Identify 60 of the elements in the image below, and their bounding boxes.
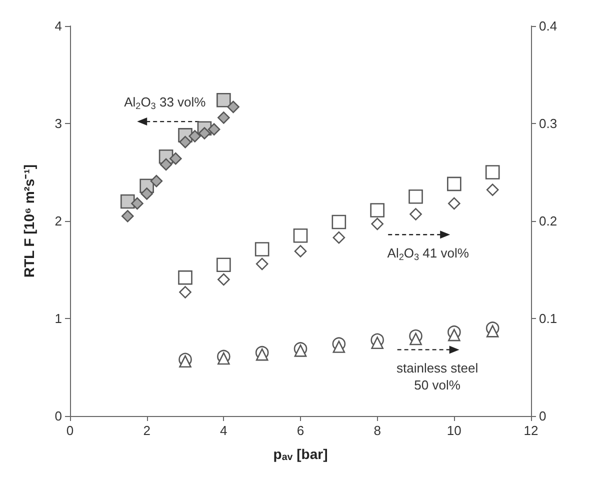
point [447,176,462,192]
point [410,208,422,220]
point [254,242,270,256]
x-tick-label: 0 [66,423,74,438]
point [216,258,231,272]
point [178,270,192,285]
y2-tick-label: 0.2 [539,214,558,228]
y-tick-label: 1 [54,311,62,326]
y-tick-label: 3 [54,116,62,131]
point [294,245,307,258]
y2-tick-label: 0.3 [539,116,558,131]
point [332,340,346,353]
point [218,352,230,365]
point [332,231,346,244]
point [256,348,268,361]
x-tick-label: 10 [446,423,462,438]
point [160,158,172,171]
point [293,228,308,243]
y2-tick-label: 0.1 [539,311,558,326]
point [121,210,134,222]
point [448,328,460,342]
point [218,112,230,124]
point [371,336,384,350]
point [179,286,192,298]
point [218,273,230,286]
point [371,218,384,230]
point [332,214,346,230]
point [198,127,211,140]
point [120,194,135,209]
point [179,136,192,148]
point [370,203,384,218]
x-tick-label: 8 [374,423,381,438]
point [410,332,422,346]
point [256,258,268,270]
point [150,174,163,188]
point [131,197,144,210]
x-tick-label: 6 [296,423,304,438]
y-tick-label: 0 [54,408,62,424]
point [408,189,423,204]
point [448,197,460,210]
point [169,152,182,165]
x-tick-label: 2 [143,423,150,438]
y2-tick-label: 0.4 [539,18,558,34]
point [227,100,240,114]
x-tick-label: 12 [524,423,538,438]
x-tick-label: 4 [220,423,228,438]
y-tick-label: 4 [54,18,62,34]
point [294,344,307,357]
annotation: stainless steel 50 vol% [396,360,478,393]
point [140,188,153,200]
point [179,355,192,368]
y2-tick-label: 0 [539,408,546,424]
y-tick-label: 2 [54,214,62,228]
y-axis-title: RTL F [10⁶ m²s⁻¹] [21,164,37,278]
point [486,184,499,196]
point [208,123,220,136]
point [216,92,231,108]
point [485,165,500,180]
point [188,130,202,142]
point [486,325,499,338]
